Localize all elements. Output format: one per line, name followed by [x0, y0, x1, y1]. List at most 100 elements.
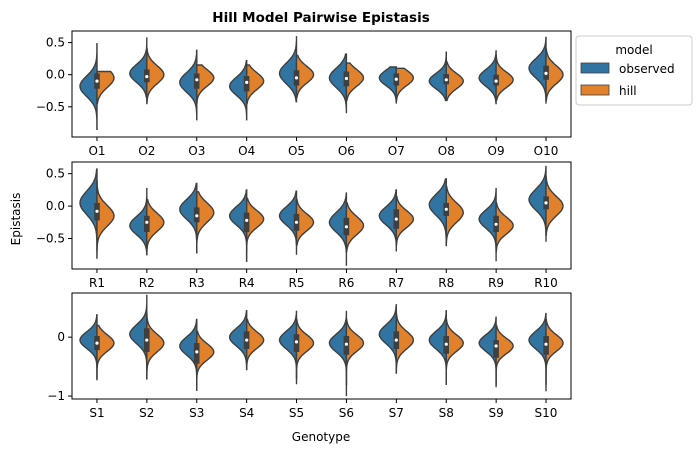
median-marker-s9: [494, 344, 498, 348]
x-tick-label-r2: R2: [139, 276, 155, 290]
legend-swatch-hill: [580, 84, 610, 96]
violin-observed-o5: [278, 36, 298, 103]
violin-hill-r6: [345, 202, 365, 253]
y-tick-label: −1: [47, 389, 65, 403]
violin-hill-o5: [295, 54, 315, 98]
iqr-box-s9: [493, 340, 499, 358]
x-tick-label-s10: S10: [535, 406, 558, 420]
x-tick-label-o3: O3: [188, 144, 205, 158]
y-tick-label: 0.5: [46, 167, 65, 181]
legend-title: model: [615, 43, 652, 57]
panel-frame: [71, 161, 572, 270]
x-tick-label-r10: R10: [534, 276, 558, 290]
x-tick-label-s9: S9: [488, 406, 503, 420]
legend-label-observed: observed: [619, 62, 675, 76]
y-axis-label: Epistasis: [9, 193, 23, 246]
median-marker-s6: [344, 342, 348, 346]
median-marker-o6: [344, 76, 348, 81]
violin-hill-o6: [345, 62, 365, 102]
violin-hill-o1: [96, 70, 115, 105]
x-tick-label-o1: O1: [88, 144, 105, 158]
violin-hill-r2: [146, 198, 165, 256]
violin-hill-s9: [495, 324, 514, 385]
x-tick-label-s2: S2: [139, 406, 154, 420]
y-tick-label: −0.5: [36, 100, 65, 114]
y-tick-label: 0: [57, 330, 65, 344]
median-marker-o2: [145, 75, 149, 79]
violin-hill-s8: [445, 318, 465, 379]
legend: model observed hill: [575, 35, 693, 106]
x-tick-label-s6: S6: [339, 406, 354, 420]
violin-hill-s2: [146, 312, 165, 380]
panel-frame: [71, 30, 572, 138]
median-marker-o9: [494, 79, 498, 83]
median-marker-s5: [294, 340, 299, 344]
iqr-box-r4: [243, 212, 250, 233]
x-tick-label-o10: O10: [534, 144, 559, 158]
x-tick-label-s4: S4: [239, 406, 254, 420]
violin-hill-s10: [545, 318, 564, 385]
violin-observed-o9: [478, 50, 497, 105]
median-marker-r6: [344, 225, 348, 229]
violin-hill-r4: [246, 197, 265, 252]
y-tick-label: 0.0: [46, 68, 65, 82]
violin-observed-r2: [129, 187, 148, 255]
median-marker-s1: [95, 341, 99, 345]
violin-hill-s5: [295, 318, 315, 380]
median-marker-r8: [444, 207, 448, 211]
violin-hill-s3: [196, 330, 215, 385]
violin-hill-r5: [295, 198, 315, 246]
x-tick-label-r7: R7: [388, 276, 404, 290]
violin-hill-s1: [96, 324, 115, 379]
chart-panels: O1 O2 O3 O4 O5 O6 O7 O8 O9 O10−0.50.00.5R1 R2 R3 R4 R…: [36, 30, 572, 420]
median-marker-s10: [544, 342, 548, 346]
violin-observed-o4: [228, 59, 248, 121]
x-tick-label-o7: O7: [388, 144, 405, 158]
violin-hill-r8: [445, 185, 465, 247]
median-marker-r9: [494, 222, 498, 226]
x-tick-label-r4: R4: [239, 276, 255, 290]
legend-swatch-observed: [580, 62, 610, 74]
violin-observed-o2: [129, 37, 148, 98]
median-marker-s3: [195, 350, 199, 354]
median-marker-r1: [95, 209, 99, 213]
panel-frame: [71, 292, 572, 400]
median-marker-r10: [544, 201, 548, 205]
violin-hill-s4: [246, 318, 265, 370]
violin-hill-r10: [545, 176, 564, 236]
x-tick-label-s7: S7: [389, 406, 404, 420]
median-marker-o1: [95, 79, 99, 83]
median-marker-o5: [294, 76, 299, 80]
x-tick-label-r5: R5: [289, 276, 305, 290]
median-marker-r4: [245, 218, 249, 222]
violin-hill-o10: [545, 48, 564, 102]
violin-hill-r7: [395, 195, 414, 246]
violin-hill-s6: [345, 318, 365, 385]
panel-2: R1 R2 R3 R4 R5 R6 R7 R8 R9 R10 −0.5 0.0 0.5: [36, 161, 572, 290]
x-tick-label-s3: S3: [189, 406, 204, 420]
median-marker-o8: [444, 78, 448, 82]
median-marker-o4: [245, 80, 249, 84]
violin-hill-r1: [96, 180, 115, 252]
x-tick-label-o2: O2: [138, 144, 155, 158]
x-tick-label-s8: S8: [439, 406, 454, 420]
panel-3: S1 S2 S3 S4 S5 S6 S7 S8 S9 S10 −1 0: [47, 292, 572, 420]
x-tick-label-o4: O4: [238, 144, 255, 158]
y-tick-label: 0.0: [46, 199, 65, 213]
x-tick-label-o9: O9: [488, 144, 505, 158]
median-marker-r5: [294, 220, 299, 224]
legend-label-hill: hill: [619, 84, 637, 98]
chart-title: Hill Model Pairwise Epistasis: [212, 10, 429, 26]
violin-observed-r6: [328, 192, 348, 266]
median-marker-s2: [145, 338, 149, 342]
violin-hill-r3: [196, 191, 215, 245]
violin-hill-o4: [246, 64, 265, 105]
median-marker-r7: [394, 217, 398, 221]
median-marker-o10: [544, 71, 548, 75]
y-tick-label: 0.5: [46, 36, 65, 50]
median-marker-r2: [145, 220, 149, 224]
violin-hill-o7: [395, 67, 414, 102]
x-tick-label-o5: O5: [288, 144, 305, 158]
violin-hill-o9: [495, 54, 514, 102]
